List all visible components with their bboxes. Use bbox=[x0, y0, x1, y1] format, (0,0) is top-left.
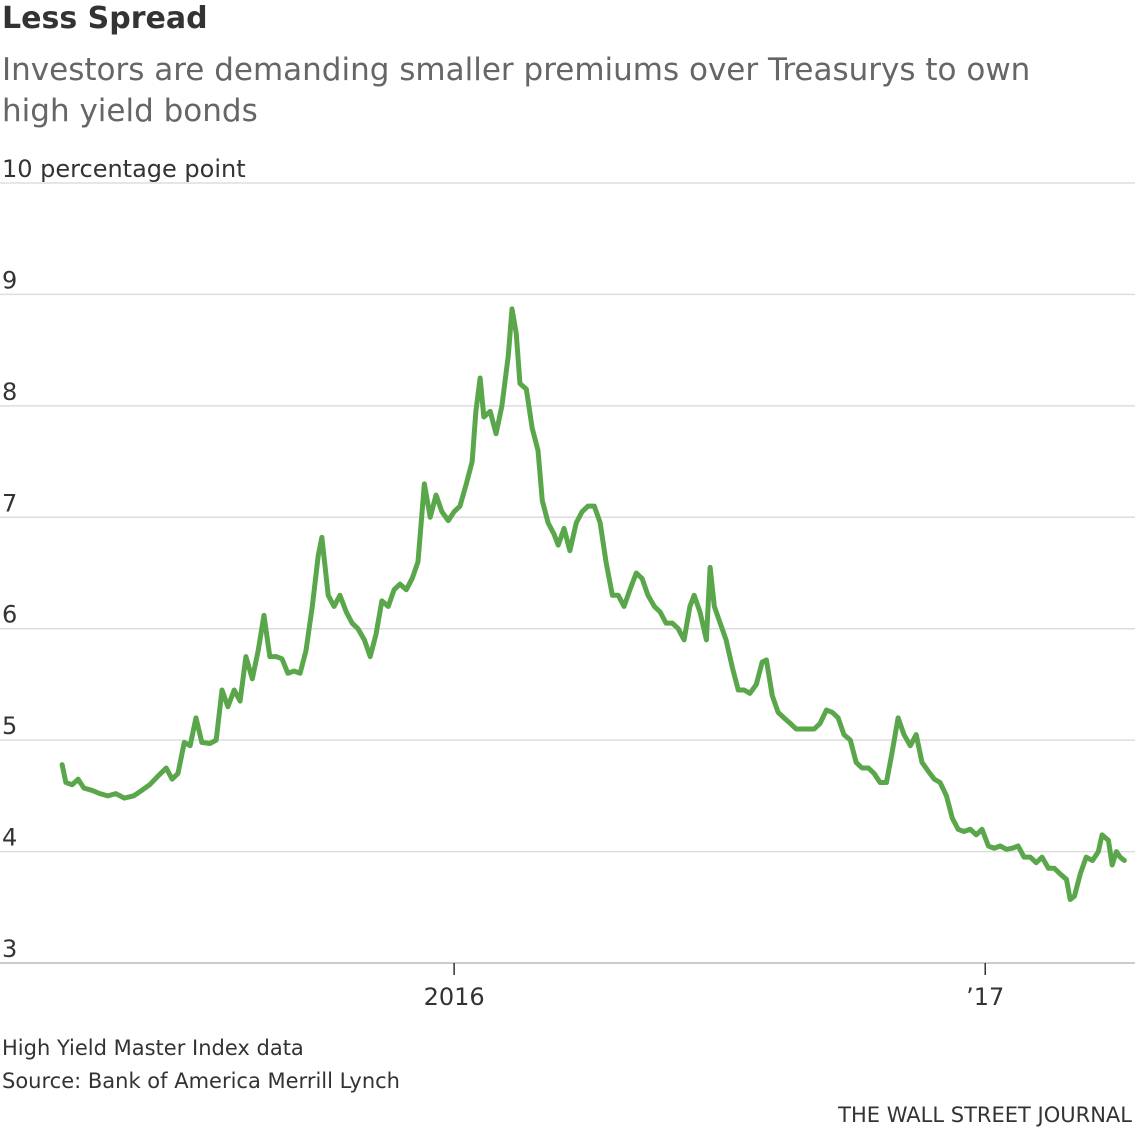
credit: THE WALL STREET JOURNAL bbox=[837, 1103, 1132, 1127]
source: Source: Bank of America Merrill Lynch bbox=[2, 1069, 400, 1093]
y-tick-label: 5 bbox=[2, 712, 17, 740]
chart-subtitle: Investors are demanding smaller premiums… bbox=[2, 52, 1030, 88]
line bbox=[59, 306, 1127, 902]
y-tick-label: 9 bbox=[2, 266, 17, 294]
x-tick-label: ’17 bbox=[966, 983, 1004, 1011]
note: High Yield Master Index data bbox=[2, 1036, 304, 1060]
x-tick-label: 2016 bbox=[424, 983, 485, 1011]
y-tick-label: 10 percentage point bbox=[2, 155, 246, 183]
y-tick-label: 4 bbox=[2, 824, 17, 852]
y-tick-label: 7 bbox=[2, 489, 17, 517]
y-tick-label: 8 bbox=[2, 378, 17, 406]
chart-title: Less Spread bbox=[2, 1, 208, 36]
chart-subtitle: high yield bonds bbox=[2, 93, 258, 129]
y-tick-label: 3 bbox=[2, 935, 17, 963]
y-tick-label: 6 bbox=[2, 601, 17, 629]
